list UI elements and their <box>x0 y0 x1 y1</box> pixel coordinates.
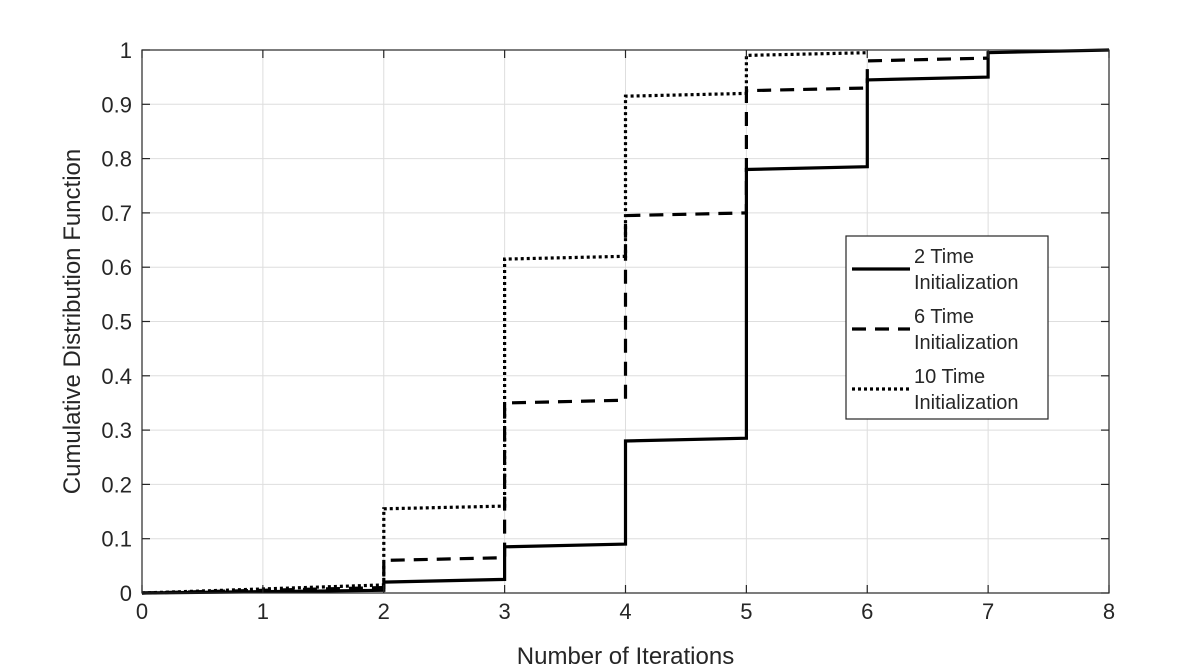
y-axis-label: Cumulative Distribution Function <box>59 149 86 494</box>
x-tick-label: 8 <box>1103 599 1115 624</box>
legend-label: 10 Time <box>914 366 985 388</box>
series-line-1 <box>141 48 1110 595</box>
legend-label: Initialization <box>914 272 1019 294</box>
y-tick-label: 0.1 <box>101 527 132 552</box>
x-tick-label: 6 <box>861 599 873 624</box>
axis-ticks: 0 1 2 3 4 5 6 7 8 0 0.1 0.2 0.3 0.4 0.5 0.6 0.7 0.8 0.9 1 <box>101 38 1115 624</box>
series-line-2 <box>141 56 989 595</box>
legend-label: 2 Time <box>914 246 974 268</box>
y-tick-label: 0.6 <box>101 255 132 280</box>
x-tick-label: 7 <box>982 599 994 624</box>
legend: 2 Time Initialization 6 Time Initialization… <box>845 235 1049 420</box>
x-axis-label: Number of Iterations <box>517 643 734 670</box>
y-tick-label: 0.3 <box>101 418 132 443</box>
x-tick-label: 3 <box>499 599 511 624</box>
legend-label: Initialization <box>914 392 1019 414</box>
y-tick-label: 0.8 <box>101 147 132 172</box>
y-tick-label: 0.9 <box>101 92 132 117</box>
series-line-3 <box>141 51 868 595</box>
legend-label: 6 Time <box>914 306 974 328</box>
y-tick-label: 0 <box>120 581 132 606</box>
y-tick-label: 1 <box>120 38 132 63</box>
x-tick-label: 0 <box>136 599 148 624</box>
series-lines <box>141 48 1110 595</box>
y-tick-label: 0.5 <box>101 310 132 335</box>
legend-label: Initialization <box>914 332 1019 354</box>
x-tick-label: 5 <box>740 599 752 624</box>
y-tick-label: 0.2 <box>101 472 132 497</box>
y-tick-label: 0.7 <box>101 201 132 226</box>
x-tick-label: 1 <box>257 599 269 624</box>
x-tick-label: 4 <box>619 599 631 624</box>
x-tick-label: 2 <box>378 599 390 624</box>
y-tick-label: 0.4 <box>101 364 132 389</box>
